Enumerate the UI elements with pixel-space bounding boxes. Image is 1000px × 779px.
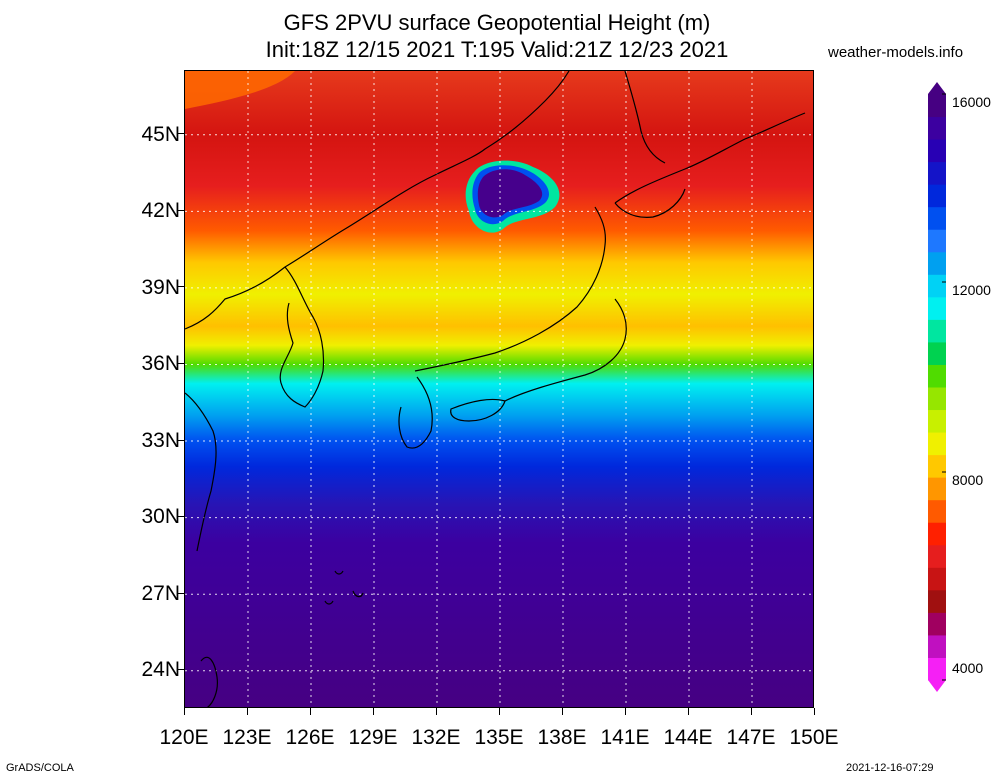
colorbar-segment	[928, 116, 946, 140]
lat-tick	[177, 286, 184, 288]
colorbar-label-16000: 16000	[952, 94, 991, 110]
colorbar-segment	[928, 544, 946, 568]
colorbar-segment	[928, 634, 946, 658]
colorbar-segment	[928, 319, 946, 343]
lon-tick	[813, 708, 815, 715]
colorbar-segment	[928, 341, 946, 365]
lon-label-138e: 138E	[537, 726, 587, 749]
lon-label-147e: 147E	[726, 726, 776, 749]
lat-label-42n: 42N	[141, 199, 180, 222]
lon-tick	[498, 708, 500, 715]
colorbar-segment	[928, 432, 946, 456]
colorbar-segment	[928, 274, 946, 298]
colorbar-segment	[928, 657, 946, 681]
colorbar-segment	[928, 161, 946, 185]
map-subtitle: Init:18Z 12/15 2021 T:195 Valid:21Z 12/2…	[265, 37, 729, 62]
colorbar-segment	[928, 477, 946, 501]
map-area	[184, 70, 814, 708]
lon-label-123e: 123E	[222, 726, 272, 749]
colorbar-label-8000: 8000	[952, 472, 984, 488]
lat-tick	[177, 362, 184, 364]
lat-tick	[177, 133, 184, 135]
colorbar-segment	[928, 522, 946, 546]
lon-tick	[435, 708, 437, 715]
colorbar-max-arrow	[928, 82, 946, 94]
lon-label-120e: 120E	[159, 726, 209, 749]
lon-tick	[624, 708, 626, 715]
lat-tick	[177, 669, 184, 671]
colorbar-segment	[928, 364, 946, 388]
lon-tick	[687, 708, 689, 715]
colorbar-segment	[928, 251, 946, 275]
colorbar-segment	[928, 387, 946, 411]
lat-tick	[177, 439, 184, 441]
lon-tick	[372, 708, 374, 715]
lat-label-45n: 45N	[141, 123, 180, 146]
lon-label-135e: 135E	[474, 726, 524, 749]
map-title: GFS 2PVU surface Geopotential Height (m)	[283, 10, 711, 35]
colorbar-segment	[928, 612, 946, 636]
lon-tick	[561, 708, 563, 715]
lat-label-27n: 27N	[141, 582, 180, 605]
coastlines	[185, 71, 806, 707]
footer-timestamp: 2021-12-16-07:29	[846, 762, 934, 774]
colorbar-segment	[928, 454, 946, 478]
colorbar-segment	[928, 229, 946, 253]
lon-tick	[183, 708, 185, 715]
lon-label-129e: 129E	[348, 726, 398, 749]
colorbar-segment	[928, 567, 946, 591]
lat-label-24n: 24N	[141, 658, 180, 681]
lat-label-30n: 30N	[141, 505, 180, 528]
lon-label-141e: 141E	[600, 726, 650, 749]
lat-label-36n: 36N	[141, 352, 180, 375]
map-field	[185, 71, 813, 707]
colorbar-segment	[928, 94, 946, 118]
colorbar	[928, 82, 946, 692]
colorbar-segment	[928, 184, 946, 208]
lon-tick	[246, 708, 248, 715]
colorbar-min-arrow	[928, 680, 946, 692]
colorbar-segment	[928, 499, 946, 523]
lat-tick	[177, 592, 184, 594]
colorbar-segment	[928, 589, 946, 613]
lon-label-132e: 132E	[411, 726, 461, 749]
lat-tick	[177, 516, 184, 518]
footer-grads: GrADS/COLA	[6, 762, 74, 774]
lat-tick	[177, 209, 184, 211]
colorbar-segment	[928, 139, 946, 163]
colorbar-segment	[928, 409, 946, 433]
colorbar-label-4000: 4000	[952, 660, 984, 676]
site-label: weather-models.info	[828, 44, 964, 61]
colorbar-segment	[928, 206, 946, 230]
lon-tick	[309, 708, 311, 715]
colorbar-segment	[928, 296, 946, 320]
lon-label-150e: 150E	[789, 726, 839, 749]
lon-label-126e: 126E	[285, 726, 335, 749]
lon-tick	[750, 708, 752, 715]
lat-label-39n: 39N	[141, 276, 180, 299]
lon-label-144e: 144E	[663, 726, 713, 749]
lat-label-33n: 33N	[141, 429, 180, 452]
colorbar-label-12000: 12000	[952, 282, 991, 298]
